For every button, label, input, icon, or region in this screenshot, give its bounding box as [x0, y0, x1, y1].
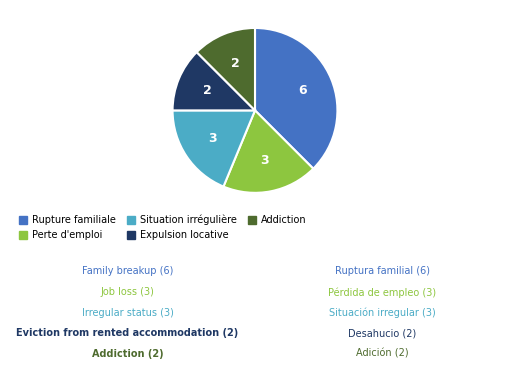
Text: Job loss (3): Job loss (3) [100, 287, 154, 297]
Text: 2: 2 [231, 57, 239, 70]
Wedge shape [196, 28, 254, 110]
Text: Irregular status (3): Irregular status (3) [81, 308, 173, 318]
Wedge shape [172, 110, 254, 187]
Text: Addiction (2): Addiction (2) [92, 349, 163, 359]
Wedge shape [254, 28, 337, 169]
Text: Eviction from rented accommodation (2): Eviction from rented accommodation (2) [16, 328, 238, 338]
Text: 6: 6 [297, 84, 306, 98]
Text: 2: 2 [203, 84, 212, 98]
Wedge shape [172, 52, 254, 110]
Text: 3: 3 [208, 132, 216, 145]
Text: 3: 3 [260, 154, 269, 167]
Text: Pérdida de empleo (3): Pérdida de empleo (3) [328, 287, 436, 298]
Text: Situación irregular (3): Situación irregular (3) [328, 308, 435, 318]
Legend: Rupture familiale, Perte d'emploi, Situation irrégulière, Expulsion locative, Ad: Rupture familiale, Perte d'emploi, Situa… [15, 211, 310, 244]
Text: Adición (2): Adición (2) [355, 349, 408, 359]
Text: Ruptura familial (6): Ruptura familial (6) [334, 266, 429, 276]
Wedge shape [223, 110, 313, 193]
Text: Desahucio (2): Desahucio (2) [348, 328, 416, 338]
Text: Family breakup (6): Family breakup (6) [81, 266, 173, 276]
